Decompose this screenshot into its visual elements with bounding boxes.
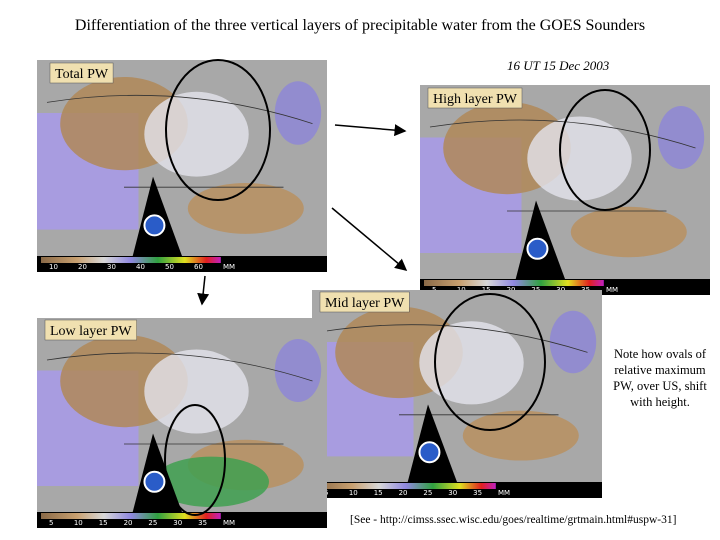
colorbar-tick: 10 — [74, 519, 83, 527]
moisture-region — [274, 81, 322, 145]
panel-label-box — [319, 291, 410, 313]
highlight-oval — [165, 59, 271, 201]
colorbar — [424, 280, 604, 286]
dry-region — [187, 182, 304, 234]
colorbar-tick: 15 — [374, 489, 383, 497]
highlight-oval — [559, 89, 651, 211]
dry-region — [570, 206, 687, 258]
satellite-image: 10 20 30 40 50 60 MM Total PW — [37, 59, 327, 272]
colorbar-unit: MM — [223, 263, 235, 271]
colorbar-tick: 30 — [448, 489, 457, 497]
colorbar-tick: 30 — [107, 263, 116, 271]
moisture-region — [274, 339, 322, 402]
cloud-region — [144, 349, 249, 434]
panel-label-box — [44, 319, 137, 341]
colorbar-tick: 40 — [136, 263, 145, 271]
panel-label-box — [427, 87, 523, 109]
satellite-image: 5 10 15 20 25 30 35 MM Low layer PW — [37, 318, 327, 528]
colorbar-tick: 20 — [399, 489, 408, 497]
dry-region — [462, 410, 579, 461]
colorbar — [41, 257, 221, 263]
colorbar-unit: MM — [498, 489, 510, 497]
moist-region — [153, 456, 269, 507]
cloud-region — [419, 321, 524, 405]
colorbar-unit: MM — [606, 286, 618, 294]
cloud-region — [144, 91, 249, 177]
panel-label: Mid layer PW — [325, 296, 405, 311]
satellite-image: 5101520253035MMHigh layer PW — [420, 85, 710, 295]
panel-label: Low layer PW — [50, 324, 132, 339]
noaa-logo — [143, 214, 166, 237]
timestamp: 16 UT 15 Dec 2003 — [507, 58, 610, 73]
highlight-oval — [434, 293, 546, 431]
panel-label: Total PW — [55, 67, 109, 82]
arrow — [331, 207, 408, 271]
note: Note how ovals of relative maximum PW, o… — [613, 347, 707, 409]
moisture-region — [657, 106, 705, 169]
colorbar-tick: 35 — [473, 489, 482, 497]
colorbar-tick: 50 — [165, 263, 174, 271]
colorbar — [41, 513, 221, 519]
colorbar-tick: 15 — [99, 519, 108, 527]
slide-title: Differentiation of the three vertical la… — [75, 17, 645, 34]
colorbar-tick: 20 — [78, 263, 87, 271]
colorbar-unit: MM — [223, 519, 235, 527]
colorbar-tick: 10 — [349, 489, 358, 497]
colorbar-tick: 35 — [198, 519, 207, 527]
colorbar-tick: 25 — [423, 489, 432, 497]
panel-label-box — [49, 62, 114, 84]
moisture-region — [549, 310, 597, 374]
colorbar-tick: 60 — [194, 263, 203, 271]
colorbar-tick: 30 — [173, 519, 182, 527]
satellite-image: 5101520253035MMMid layer PW — [312, 290, 602, 498]
source-link: [See - http://cimss.ssec.wisc.edu/goes/r… — [350, 514, 676, 526]
noaa-logo — [418, 441, 441, 464]
panel-label: High layer PW — [433, 92, 518, 107]
colorbar-tick: 5 — [49, 519, 53, 527]
colorbar-tick: 20 — [124, 519, 133, 527]
highlight-oval — [164, 404, 226, 516]
colorbar-tick: 25 — [148, 519, 157, 527]
cloud-region — [527, 116, 632, 201]
noaa-logo — [526, 237, 549, 260]
noaa-logo — [143, 470, 166, 493]
colorbar — [316, 483, 496, 489]
arrow — [334, 124, 407, 137]
arrow — [197, 275, 210, 306]
colorbar-tick: 10 — [49, 263, 58, 271]
